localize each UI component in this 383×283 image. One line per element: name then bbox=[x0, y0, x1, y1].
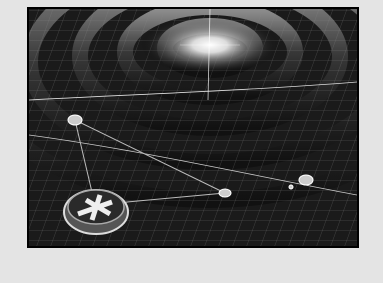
page bbox=[0, 0, 383, 283]
illustration bbox=[0, 0, 383, 283]
scene bbox=[0, 0, 383, 246]
spacecraft-main bbox=[64, 190, 128, 234]
